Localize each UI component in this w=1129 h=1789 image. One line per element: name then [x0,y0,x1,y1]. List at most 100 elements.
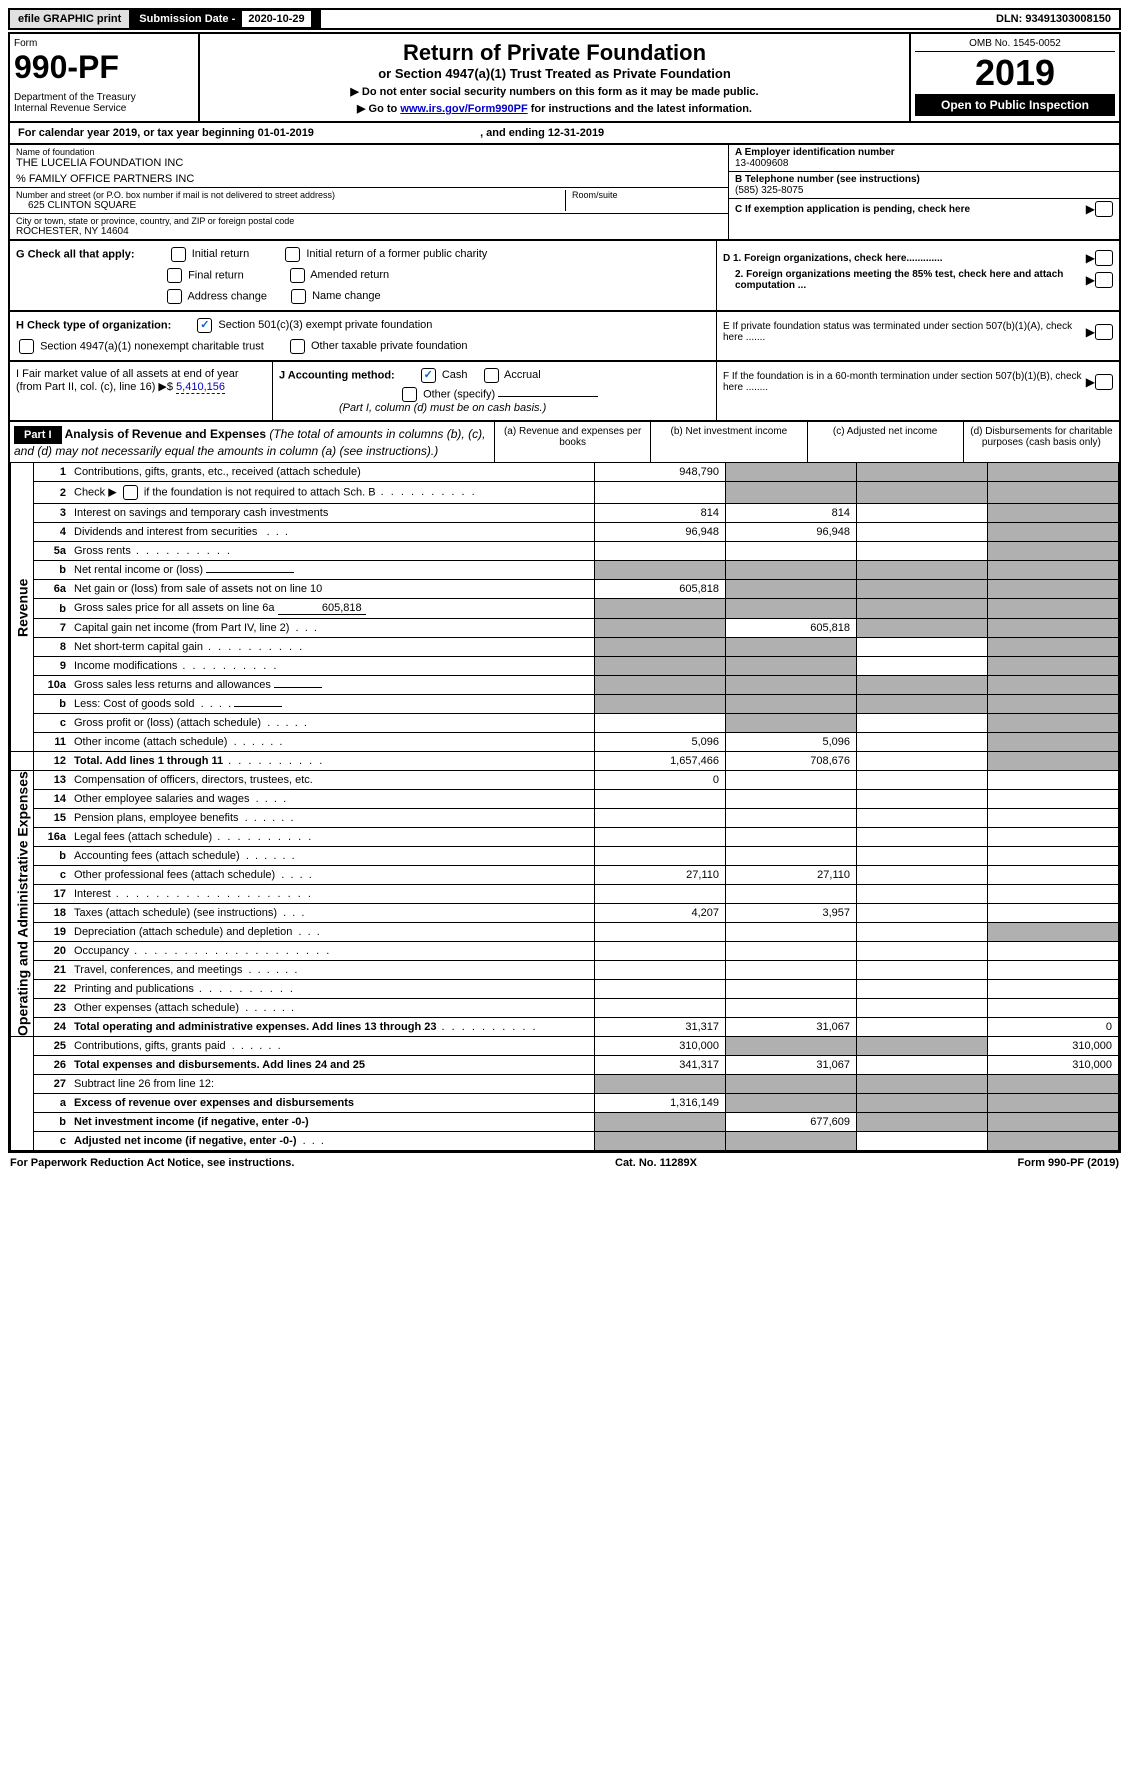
d1-checkbox[interactable] [1095,250,1113,266]
r11-text: Other income (attach schedule) [74,736,227,748]
phone-cell: B Telephone number (see instructions) (5… [729,172,1119,199]
expenses-vlabel: Operating and Administrative Expenses [11,771,34,1037]
table-row: 11Other income (attach schedule) . . . .… [11,733,1119,752]
table-row: bNet rental income or (loss) [11,561,1119,580]
instr3-text: for instructions and the latest informat… [528,103,752,115]
g-label: G Check all that apply: [16,248,135,260]
irs-link[interactable]: www.irs.gov/Form990PF [400,103,527,115]
r18-text: Taxes (attach schedule) (see instruction… [74,907,277,919]
c-checkbox[interactable] [1095,201,1113,217]
cash-label: Cash [442,369,468,381]
row-num: 25 [34,1037,71,1056]
row-num: 6a [34,580,71,599]
form-label: Form [14,38,194,49]
row-val-b: 31,067 [726,1056,857,1075]
d1-label: D 1. Foreign organizations, check here..… [723,253,943,264]
r24-text: Total operating and administrative expen… [74,1021,436,1033]
revenue-vlabel: Revenue [11,463,34,752]
row-desc: Check ▶ if the foundation is not require… [70,482,595,504]
open-public-badge: Open to Public Inspection [915,94,1115,116]
row-val-b: 96,948 [726,523,857,542]
table-row: bGross sales price for all assets on lin… [11,599,1119,619]
f-checkbox[interactable] [1095,374,1113,390]
i-value[interactable]: 5,410,156 [176,381,225,394]
h2-checkbox[interactable] [19,339,34,354]
section-f: F If the foundation is in a 60-month ter… [716,362,1119,420]
ein-value: 13-4009608 [735,158,1113,169]
form-number: 990-PF [14,49,194,86]
accrual-checkbox[interactable] [484,368,499,383]
dln-value: DLN: 93491303008150 [988,10,1119,28]
row-val-a: 948,790 [595,463,726,482]
r27a-text: Excess of revenue over expenses and disb… [74,1097,354,1109]
r23-text: Other expenses (attach schedule) [74,1002,239,1014]
row-desc: Less: Cost of goods sold . . . . [70,695,595,714]
cash-checkbox[interactable] [421,368,436,383]
r19-text: Depreciation (attach schedule) and deple… [74,926,292,938]
addr-change-checkbox[interactable] [167,289,182,304]
row-desc: Other employee salaries and wages . . . … [70,790,595,809]
other-checkbox[interactable] [402,387,417,402]
table-row: 25Contributions, gifts, grants paid . . … [11,1037,1119,1056]
info-right: A Employer identification number 13-4009… [728,145,1119,239]
h1-checkbox[interactable] [197,318,212,333]
d2-label: 2. Foreign organizations meeting the 85%… [735,269,1063,291]
name-change-checkbox[interactable] [291,289,306,304]
part-1-title-cell: Part I Analysis of Revenue and Expenses … [10,422,494,462]
final-checkbox[interactable] [167,268,182,283]
initial-former-checkbox[interactable] [285,247,300,262]
row-val-b: 27,110 [726,866,857,885]
row-num: 2 [34,482,71,504]
table-row: 19Depreciation (attach schedule) and dep… [11,923,1119,942]
row-num: b [34,847,71,866]
table-row: 9Income modifications [11,657,1119,676]
h3-label: Other taxable private foundation [311,340,468,352]
row-desc: Pension plans, employee benefits . . . .… [70,809,595,828]
row-num: 1 [34,463,71,482]
omb-number: OMB No. 1545-0052 [915,38,1115,52]
row-num: 23 [34,999,71,1018]
top-bar: efile GRAPHIC print Submission Date - 20… [8,8,1121,30]
row-num: b [34,695,71,714]
efile-button[interactable]: efile GRAPHIC print [10,10,131,28]
form-header: Form 990-PF Department of the Treasury I… [8,32,1121,123]
table-row: 6aNet gain or (loss) from sale of assets… [11,580,1119,599]
row-num: c [34,866,71,885]
table-row: 20Occupancy [11,942,1119,961]
row-num: 16a [34,828,71,847]
row-desc: Travel, conferences, and meetings . . . … [70,961,595,980]
table-row: Revenue 1Contributions, gifts, grants, e… [11,463,1119,482]
sch-b-checkbox[interactable] [123,485,138,500]
amended-checkbox[interactable] [290,268,305,283]
ein-cell: A Employer identification number 13-4009… [729,145,1119,172]
phone-label: B Telephone number (see instructions) [735,174,1113,185]
row-desc: Income modifications [70,657,595,676]
row-num: 14 [34,790,71,809]
row-desc: Contributions, gifts, grants, etc., rece… [70,463,595,482]
instruction-2: ▶ Go to www.irs.gov/Form990PF for instru… [206,102,903,115]
row-desc: Occupancy [70,942,595,961]
e-checkbox[interactable] [1095,324,1113,340]
row-num: 20 [34,942,71,961]
arrow-icon: ▶ [1086,273,1095,287]
calendar-year-row: For calendar year 2019, or tax year begi… [8,123,1121,145]
submission-date-cell: Submission Date - 2020-10-29 [131,10,320,28]
row-val-a: 341,317 [595,1056,726,1075]
row-val-a: 31,317 [595,1018,726,1037]
table-row: 12Total. Add lines 1 through 111,657,466… [11,752,1119,771]
col-a-header: (a) Revenue and expenses per books [494,422,650,462]
row-val-a: 310,000 [595,1037,726,1056]
d2-checkbox[interactable] [1095,272,1113,288]
row-desc: Taxes (attach schedule) (see instruction… [70,904,595,923]
initial-checkbox[interactable] [171,247,186,262]
table-row: cGross profit or (loss) (attach schedule… [11,714,1119,733]
row-desc: Total. Add lines 1 through 11 [70,752,595,771]
table-row: bAccounting fees (attach schedule) . . .… [11,847,1119,866]
row-desc: Net rental income or (loss) [70,561,595,580]
row-val-a: 605,818 [595,580,726,599]
city-cell: City or town, state or province, country… [10,214,728,239]
room-label: Room/suite [572,190,722,200]
table-row: bLess: Cost of goods sold . . . . [11,695,1119,714]
section-d: D 1. Foreign organizations, check here..… [716,241,1119,310]
h3-checkbox[interactable] [290,339,305,354]
